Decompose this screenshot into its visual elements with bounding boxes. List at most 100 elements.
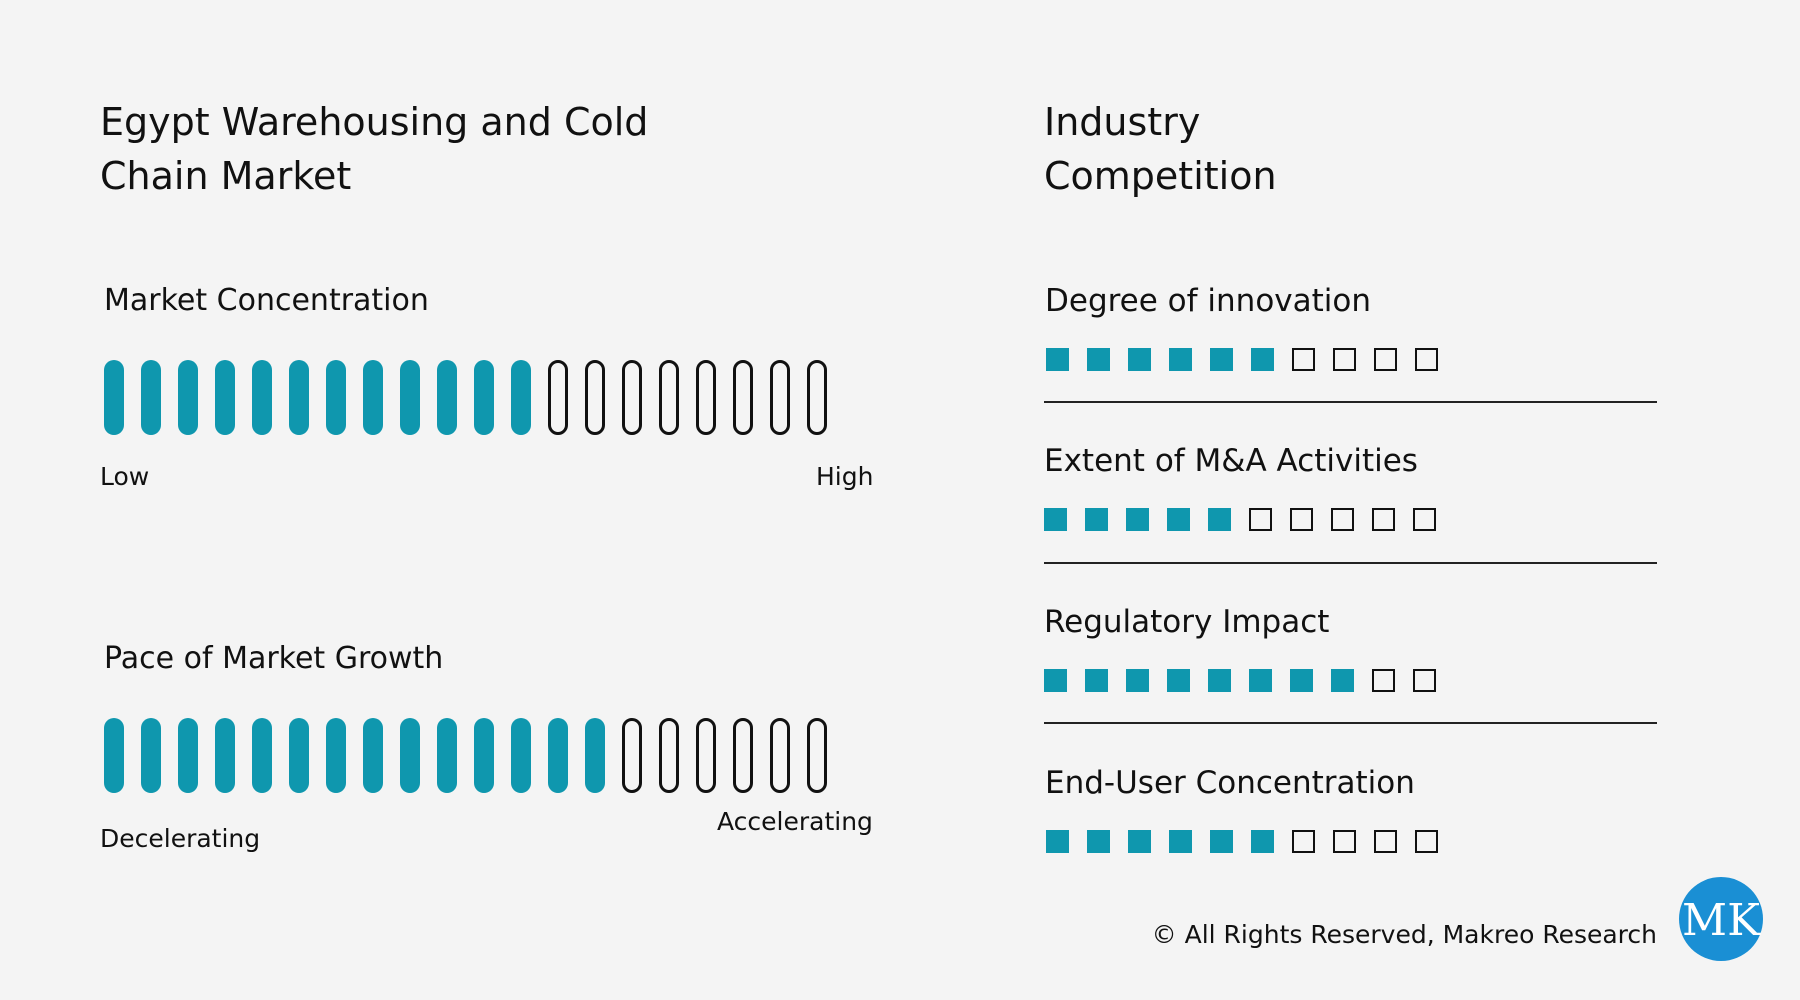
rating-square-filled — [1085, 508, 1108, 531]
gauge-segment-empty — [622, 718, 642, 793]
gauge-segment-filled — [289, 718, 309, 793]
gauge-segment-filled — [104, 360, 124, 435]
rating-square-filled — [1085, 669, 1108, 692]
rating-square-filled — [1210, 830, 1233, 853]
rating-square-empty — [1415, 348, 1438, 371]
gauge-segment-filled — [141, 360, 161, 435]
gauge-segment-empty — [659, 360, 679, 435]
gauge-segment-filled — [363, 360, 383, 435]
gauge-segment-filled — [474, 360, 494, 435]
rating-square-filled — [1251, 348, 1274, 371]
logo-circle — [1679, 877, 1763, 961]
rating-square-filled — [1046, 348, 1069, 371]
rating-square-empty — [1374, 830, 1397, 853]
copyright-text: © All Rights Reserved, Makreo Research — [1151, 920, 1657, 949]
rating-square-filled — [1167, 669, 1190, 692]
gauge-segment-filled — [363, 718, 383, 793]
gauge-segment-empty — [733, 360, 753, 435]
gauge-segment-filled — [215, 360, 235, 435]
industry-competition-title: Industry Competition — [1044, 100, 1277, 198]
gauge-segment-filled — [178, 718, 198, 793]
market-growth-high-label: Accelerating — [717, 807, 873, 836]
gauge-segment-filled — [474, 718, 494, 793]
rating-square-filled — [1208, 669, 1231, 692]
metric-label-innovation: Degree of innovation — [1045, 283, 1372, 319]
page-title: Egypt Warehousing and Cold Chain Market — [100, 100, 649, 198]
rating-square-filled — [1044, 669, 1067, 692]
gauge-segment-empty — [807, 718, 827, 793]
rating-square-filled — [1290, 669, 1313, 692]
market-growth-gauge — [104, 718, 827, 793]
gauge-segment-filled — [289, 360, 309, 435]
gauge-segment-filled — [437, 360, 457, 435]
makreo-logo: MK — [1679, 877, 1763, 961]
gauge-segment-filled — [400, 718, 420, 793]
rating-square-filled — [1169, 830, 1192, 853]
gauge-segment-empty — [659, 718, 679, 793]
gauge-segment-empty — [622, 360, 642, 435]
logo-text: MK — [1682, 895, 1761, 946]
gauge-segment-filled — [511, 360, 531, 435]
metric-label-mna: Extent of M&A Activities — [1044, 443, 1418, 479]
metric-label-end-user: End-User Concentration — [1045, 765, 1415, 801]
divider — [1044, 401, 1657, 403]
rating-square-empty — [1292, 830, 1315, 853]
rating-square-filled — [1126, 508, 1149, 531]
metric-rating-mna — [1044, 508, 1436, 531]
rating-square-empty — [1372, 669, 1395, 692]
rating-square-filled — [1087, 830, 1110, 853]
rating-square-filled — [1167, 508, 1190, 531]
gauge-segment-filled — [511, 718, 531, 793]
market-growth-title: Pace of Market Growth — [104, 641, 444, 676]
market-concentration-title: Market Concentration — [104, 283, 429, 318]
rating-square-empty — [1292, 348, 1315, 371]
gauge-segment-filled — [252, 718, 272, 793]
rating-square-filled — [1046, 830, 1069, 853]
gauge-segment-empty — [696, 360, 716, 435]
rating-square-empty — [1249, 508, 1272, 531]
metric-rating-end-user — [1046, 830, 1438, 853]
gauge-segment-empty — [770, 360, 790, 435]
gauge-segment-filled — [252, 360, 272, 435]
market-concentration-low-label: Low — [100, 462, 150, 491]
divider — [1044, 722, 1657, 724]
market-concentration-high-label: High — [816, 462, 874, 491]
rating-square-filled — [1249, 669, 1272, 692]
rating-square-filled — [1126, 669, 1149, 692]
metric-rating-innovation — [1046, 348, 1438, 371]
gauge-segment-empty — [807, 360, 827, 435]
gauge-segment-empty — [770, 718, 790, 793]
rating-square-filled — [1169, 348, 1192, 371]
rating-square-filled — [1251, 830, 1274, 853]
gauge-segment-empty — [585, 360, 605, 435]
rating-square-filled — [1208, 508, 1231, 531]
market-concentration-gauge — [104, 360, 827, 435]
gauge-segment-empty — [733, 718, 753, 793]
rating-square-empty — [1331, 508, 1354, 531]
gauge-segment-empty — [696, 718, 716, 793]
divider — [1044, 562, 1657, 564]
gauge-segment-empty — [548, 360, 568, 435]
gauge-segment-filled — [548, 718, 568, 793]
gauge-segment-filled — [585, 718, 605, 793]
rating-square-filled — [1210, 348, 1233, 371]
rating-square-filled — [1331, 669, 1354, 692]
gauge-segment-filled — [141, 718, 161, 793]
rating-square-empty — [1333, 348, 1356, 371]
rating-square-filled — [1128, 830, 1151, 853]
rating-square-filled — [1044, 508, 1067, 531]
rating-square-empty — [1415, 830, 1438, 853]
rating-square-filled — [1087, 348, 1110, 371]
rating-square-empty — [1333, 830, 1356, 853]
gauge-segment-filled — [215, 718, 235, 793]
gauge-segment-filled — [437, 718, 457, 793]
rating-square-empty — [1413, 669, 1436, 692]
metric-rating-regulatory — [1044, 669, 1436, 692]
rating-square-empty — [1372, 508, 1395, 531]
rating-square-empty — [1290, 508, 1313, 531]
rating-square-filled — [1128, 348, 1151, 371]
gauge-segment-filled — [326, 718, 346, 793]
rating-square-empty — [1374, 348, 1397, 371]
gauge-segment-filled — [178, 360, 198, 435]
rating-square-empty — [1413, 508, 1436, 531]
